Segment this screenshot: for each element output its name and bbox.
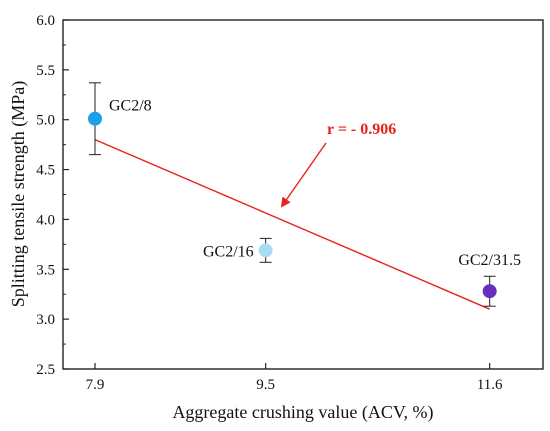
data-point — [88, 111, 102, 126]
plot-frame — [62, 19, 544, 370]
point-label: GC2/8 — [109, 98, 152, 115]
data-point — [258, 243, 273, 258]
x-tick-label: 11.6 — [477, 377, 503, 393]
annotation-arrow — [280, 142, 327, 208]
y-tick-label: 6.0 — [36, 13, 55, 29]
data-point — [482, 284, 497, 299]
y-tick-label: 5.5 — [36, 63, 55, 79]
correlation-annotation: r = - 0.906 — [327, 121, 396, 138]
regression-line — [94, 139, 490, 310]
y-tick-label: 2.5 — [36, 362, 55, 378]
y-axis-label: Splitting tensile strength (MPa) — [8, 81, 29, 308]
y-tick-label: 3.5 — [36, 262, 55, 278]
points-layer: GC2/8 GC2/16 GC2/31.5 — [88, 82, 521, 307]
ticks-layer: 2.5 3.0 3.5 4.0 4.5 5.0 5.5 6.0 7.9 9.5 11.6 — [36, 13, 503, 393]
point-label: GC2/16 — [203, 243, 254, 260]
y-tick-label: 4.0 — [36, 212, 55, 228]
x-axis-label: Aggregate crushing value (ACV, %) — [172, 402, 433, 423]
x-tick-label: 9.5 — [256, 377, 275, 393]
point-label: GC2/31.5 — [458, 252, 521, 269]
y-tick-label: 4.5 — [36, 163, 55, 179]
y-tick-label: 3.0 — [36, 312, 55, 328]
x-tick-label: 7.9 — [86, 377, 105, 393]
y-tick-label: 5.0 — [36, 113, 55, 129]
